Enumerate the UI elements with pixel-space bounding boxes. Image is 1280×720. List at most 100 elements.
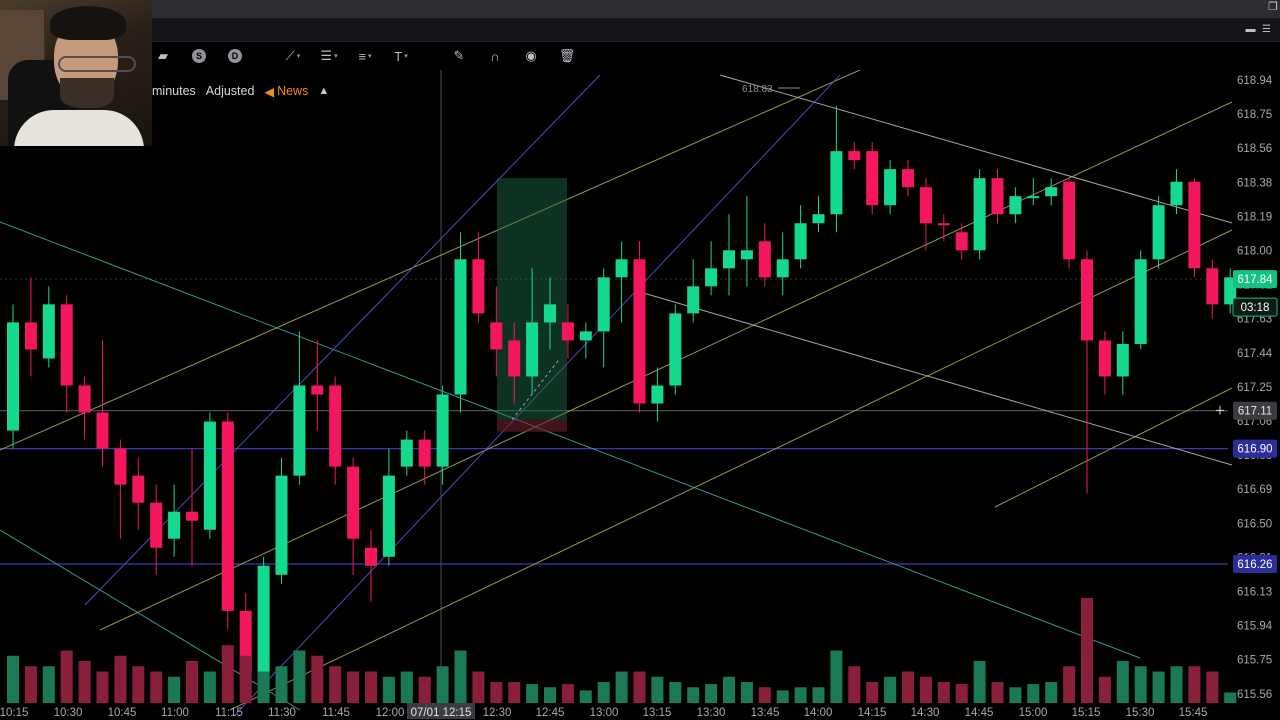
- add-alert-plus-icon[interactable]: +: [1215, 404, 1226, 419]
- toolbar-book-icon[interactable]: ▰: [158, 48, 168, 63]
- candle[interactable]: [347, 466, 360, 539]
- candle[interactable]: [740, 250, 753, 260]
- candle[interactable]: [454, 259, 467, 395]
- toolbar-pencil-icon[interactable]: ✎: [453, 48, 465, 63]
- candle[interactable]: [60, 304, 73, 386]
- long-position-stop-zone[interactable]: [497, 419, 567, 432]
- toolbar-trash-icon[interactable]: 🗑: [558, 48, 576, 63]
- candle[interactable]: [561, 322, 574, 341]
- candle[interactable]: [579, 331, 592, 341]
- toolbar-text-tool-icon[interactable]: T ▾: [394, 48, 408, 64]
- candle[interactable]: [186, 511, 198, 521]
- candle[interactable]: [7, 322, 19, 431]
- price-chart[interactable]: 618.83 618.94 618.75 618.56 618.38 618.19 618.…: [0, 70, 1280, 720]
- interval-label[interactable]: minutes: [152, 84, 196, 98]
- toolbar-magnet-icon[interactable]: ∩: [490, 48, 500, 64]
- candle[interactable]: [96, 412, 109, 449]
- candle[interactable]: [1134, 259, 1147, 345]
- candle[interactable]: [973, 178, 986, 251]
- candle[interactable]: [723, 250, 735, 269]
- toolbar-target-icon[interactable]: D: [224, 46, 246, 66]
- candle[interactable]: [508, 340, 521, 377]
- toolbar-dollar-icon[interactable]: S: [188, 46, 210, 66]
- candle[interactable]: [382, 475, 395, 557]
- candle[interactable]: [1081, 259, 1093, 341]
- trendline-yellow-2[interactable]: [99, 101, 1233, 631]
- candle[interactable]: [275, 475, 288, 575]
- trendline-blue-2[interactable]: [234, 74, 841, 716]
- candle[interactable]: [203, 421, 216, 530]
- candle[interactable]: [1009, 196, 1022, 215]
- candle[interactable]: [365, 547, 377, 566]
- candle[interactable]: [776, 259, 789, 278]
- candle[interactable]: [848, 151, 861, 161]
- toolbar-eye-icon[interactable]: ◉: [525, 48, 537, 63]
- candle[interactable]: [1152, 205, 1165, 260]
- list-icon[interactable]: ☰: [1262, 24, 1271, 35]
- candle[interactable]: [24, 322, 37, 350]
- candle[interactable]: [651, 385, 664, 404]
- candle[interactable]: [293, 385, 306, 476]
- candle[interactable]: [221, 421, 234, 611]
- candle[interactable]: [329, 385, 342, 467]
- candle[interactable]: [830, 151, 843, 215]
- candle[interactable]: [1063, 181, 1076, 260]
- copy-icon[interactable]: ❐: [1268, 1, 1278, 13]
- candle[interactable]: [400, 439, 413, 467]
- news-button[interactable]: ◀ News: [264, 84, 308, 99]
- candle[interactable]: [78, 385, 91, 413]
- candle[interactable]: [1116, 344, 1129, 377]
- candle[interactable]: [615, 259, 628, 278]
- candle[interactable]: [991, 178, 1004, 215]
- trendline-yellow-1[interactable]: [0, 70, 861, 451]
- candle[interactable]: [1206, 268, 1219, 305]
- bell-icon[interactable]: ▲: [318, 85, 330, 97]
- y-tick-label: 616.50: [1237, 518, 1272, 530]
- candle[interactable]: [687, 286, 700, 314]
- candle[interactable]: [705, 268, 718, 287]
- candle[interactable]: [436, 394, 449, 467]
- trendline-teal-1[interactable]: [0, 221, 1141, 659]
- candle[interactable]: [937, 223, 950, 226]
- candle[interactable]: [1098, 340, 1111, 377]
- trendline-yellow-4[interactable]: [994, 387, 1233, 508]
- candle[interactable]: [902, 169, 914, 188]
- candle[interactable]: [472, 259, 485, 314]
- volume-bar: [1152, 671, 1165, 703]
- candle[interactable]: [633, 259, 646, 404]
- candle[interactable]: [42, 304, 55, 359]
- volume-bar: [150, 671, 163, 703]
- candle[interactable]: [490, 322, 503, 350]
- adjusted-label[interactable]: Adjusted: [205, 84, 255, 98]
- candle[interactable]: [132, 475, 145, 503]
- candle[interactable]: [1045, 187, 1058, 197]
- trendline-white-2[interactable]: [639, 291, 1233, 466]
- candle[interactable]: [669, 313, 682, 386]
- toolbar-line-tool-icon[interactable]: ⟋ ▾: [285, 48, 301, 63]
- trendline-yellow-3[interactable]: [229, 229, 1233, 711]
- candle[interactable]: [758, 241, 771, 278]
- toolbar-channel-tool-icon[interactable]: ≡ ▾: [358, 48, 372, 64]
- candle[interactable]: [1188, 181, 1201, 269]
- candle[interactable]: [1170, 181, 1183, 206]
- toolbar-fib-tool-icon[interactable]: ☰ ▾: [320, 48, 338, 63]
- candle[interactable]: [794, 223, 807, 260]
- candle[interactable]: [1027, 196, 1040, 199]
- candle[interactable]: [597, 277, 610, 332]
- candle[interactable]: [168, 511, 181, 539]
- candle[interactable]: [257, 565, 270, 674]
- volume-bar: [615, 671, 628, 703]
- candle[interactable]: [311, 385, 324, 395]
- candle[interactable]: [544, 304, 556, 323]
- candle[interactable]: [114, 448, 127, 485]
- candle[interactable]: [812, 214, 825, 224]
- candle[interactable]: [150, 502, 163, 548]
- minimize-icon[interactable]: ▬: [1245, 24, 1256, 35]
- candle[interactable]: [418, 439, 431, 467]
- candle[interactable]: [955, 232, 968, 251]
- candle[interactable]: [526, 322, 539, 377]
- candle[interactable]: [866, 151, 879, 206]
- candle[interactable]: [884, 169, 897, 206]
- candle[interactable]: [919, 187, 932, 224]
- trendline-white-1[interactable]: [719, 74, 1233, 224]
